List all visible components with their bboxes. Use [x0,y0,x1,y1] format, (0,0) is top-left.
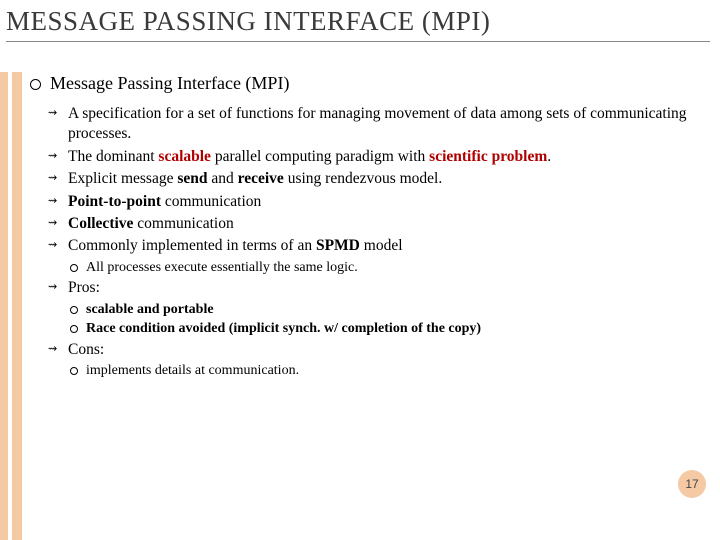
bullet-p2p: Point-to-point communication [48,192,700,212]
bullet-collective: Collective communication [48,214,700,234]
bullet-dominant: The dominant scalable parallel computing… [48,147,700,167]
t: Commonly implemented in terms of an [68,237,316,254]
sub-spmd-note: All processes execute essentially the sa… [68,259,700,277]
t: and [208,170,238,187]
t: implements details at communication. [86,363,299,378]
page-number: 17 [685,477,698,491]
t: parallel computing paradigm with [211,148,429,165]
t: scalable and portable [86,302,214,317]
b-spmd: SPMD [316,237,360,254]
bullet-spmd: Commonly implemented in terms of an SPMD… [48,236,700,256]
t: communication [161,193,261,210]
bullet-explicit: Explicit message send and receive using … [48,169,700,189]
accent-bars [0,72,22,540]
bullet-pros: Pros: [48,278,700,298]
slide-content: Message Passing Interface (MPI) A specif… [30,72,700,382]
t: Pros: [68,279,100,296]
t: communication [133,215,233,232]
page-title: MESSAGE PASSING INTERFACE (MPI) [6,6,710,37]
em-scientific: scientific problem [429,148,547,165]
page-number-badge: 17 [678,470,706,498]
t: Race condition avoided (implicit synch. … [86,321,481,336]
text: A specification for a set of functions f… [68,105,687,142]
t: using rendezvous model. [284,170,442,187]
t: Explicit message [68,170,177,187]
em-scalable: scalable [158,148,211,165]
section-heading: Message Passing Interface (MPI) [30,72,700,96]
b-send: send [177,170,207,187]
t: Cons: [68,341,104,358]
pros-item-2: Race condition avoided (implicit synch. … [68,320,700,338]
t: . [547,148,551,165]
bullet-cons: Cons: [48,340,700,360]
title-area: MESSAGE PASSING INTERFACE (MPI) [6,6,710,42]
b-p2p: Point-to-point [68,193,161,210]
t: All processes execute essentially the sa… [86,260,358,275]
cons-item-1: implements details at communication. [68,362,700,380]
t: The dominant [68,148,158,165]
t: model [360,237,403,254]
b-collective: Collective [68,215,133,232]
title-rule [6,41,710,42]
bullet-spec: A specification for a set of functions f… [48,104,700,145]
b-receive: receive [238,170,284,187]
pros-item-1: scalable and portable [68,301,700,319]
